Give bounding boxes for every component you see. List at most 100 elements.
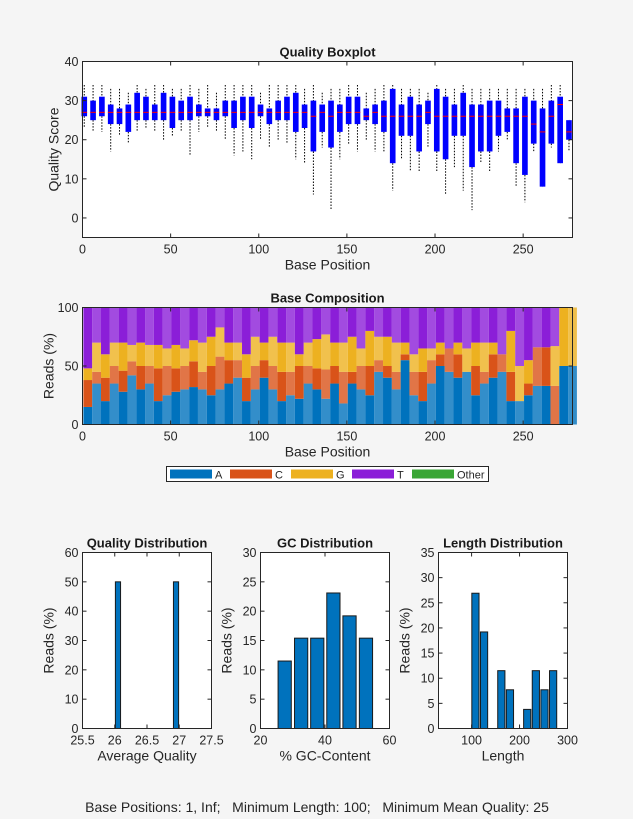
x-tick-label: 200 — [509, 734, 530, 748]
y-axis-label: Reads (%) — [397, 607, 413, 673]
bar-segment-t — [506, 307, 516, 331]
box — [566, 120, 572, 140]
bar-segment-t — [224, 307, 234, 343]
histogram-bar — [549, 670, 558, 730]
bar-segment-c — [418, 371, 428, 402]
legend-label-other: Other — [457, 470, 485, 482]
y-axis-label: Reads (%) — [219, 607, 235, 673]
bar-segment-c — [409, 371, 419, 396]
x-axis-label: % GC-Content — [279, 748, 370, 764]
bar-segment-a — [118, 391, 128, 425]
bar-segment-g — [321, 334, 331, 370]
bar-segment-c — [162, 366, 172, 396]
x-tick-label: 200 — [425, 430, 446, 444]
bar-segment-a — [321, 398, 331, 425]
bar-segment-t — [242, 307, 251, 355]
legend-swatch-c — [230, 469, 272, 479]
bar-segment-g — [153, 344, 163, 369]
y-tick-label: 30 — [65, 94, 79, 108]
bar-segment-g — [559, 307, 569, 366]
y-tick-label: 20 — [65, 133, 79, 147]
bar-segment-g — [250, 336, 260, 366]
box — [416, 104, 422, 152]
bar-segment-c — [197, 371, 207, 390]
bar-segment-g — [435, 342, 445, 355]
bar-segment-a — [462, 371, 472, 425]
bar-segment-g — [145, 344, 154, 366]
legend[interactable]: A C G T Other — [166, 466, 489, 482]
bar-segment-a — [162, 395, 172, 425]
bar-segment-c — [541, 347, 551, 386]
x-tick-label: 26 — [108, 734, 122, 748]
y-tick-label: 35 — [421, 546, 435, 560]
bar-segment-c — [479, 371, 489, 384]
bar-segment-a — [136, 389, 146, 425]
bar-segment-a — [233, 377, 243, 425]
box — [257, 104, 264, 117]
bar-segment-c — [312, 368, 322, 390]
y-tick-label: 40 — [65, 55, 79, 69]
box — [398, 104, 405, 136]
bar-segment-a — [453, 377, 463, 425]
bar-segment-c — [215, 356, 225, 390]
bar-segment-c — [92, 371, 102, 384]
bar-segment-a — [488, 377, 498, 425]
y-tick-label: 40 — [65, 605, 79, 619]
bar-segment-c — [347, 371, 357, 384]
bar-segment-c — [127, 361, 137, 376]
bar-segment-g — [83, 368, 93, 381]
x-tick-label: 26.5 — [135, 734, 159, 748]
y-tick-label: 0 — [72, 722, 79, 736]
bar-segment-t — [268, 307, 278, 337]
bar-segment-t — [541, 307, 551, 348]
y-tick-label: 20 — [65, 663, 79, 677]
y-tick-label: 50 — [65, 575, 79, 589]
length-distribution-axes: 100 200 300 0 5 10 15 20 25 30 35 Length Distributi… — [397, 536, 578, 764]
x-tick-label: 200 — [425, 243, 446, 257]
bar-segment-g — [162, 348, 172, 366]
bar-segment-a — [330, 383, 339, 425]
bar-segment-a — [427, 383, 436, 425]
bar-segment-c — [444, 348, 454, 372]
box — [222, 100, 229, 117]
bar-segment-t — [259, 307, 269, 343]
box — [442, 96, 449, 160]
histogram-bar — [310, 637, 325, 729]
y-tick-label: 10 — [421, 672, 435, 686]
bar-segment-a — [524, 395, 533, 425]
box — [486, 100, 493, 152]
bar-segment-g — [303, 342, 313, 366]
bar-segment-t — [312, 307, 322, 340]
bar-segment-c — [427, 360, 436, 384]
y-tick-label: 50 — [65, 360, 79, 374]
bar-segment-t — [356, 307, 366, 349]
box — [125, 104, 132, 132]
bar-segment-a — [418, 401, 428, 425]
bar-segment-a — [515, 401, 525, 425]
bar-segment-g — [197, 342, 207, 372]
box — [328, 100, 334, 148]
y-tick-label: 20 — [243, 605, 257, 619]
gc-distribution-axes: 20 40 60 0 5 10 15 20 25 30 GC Distribution % GC-Co… — [219, 536, 397, 764]
base-composition-axes: 0 50 100 150 200 250 0 50 100 Base Composition Bas… — [41, 291, 577, 460]
box — [134, 92, 140, 121]
bar-segment-c — [321, 369, 331, 399]
bar-segment-t — [550, 307, 560, 347]
x-tick-label: 27 — [172, 734, 186, 748]
x-tick-label: 250 — [513, 243, 534, 257]
bar-segment-c — [233, 360, 243, 378]
axes-frame — [82, 61, 573, 238]
histogram-bar — [326, 592, 341, 729]
x-tick-label: 100 — [461, 734, 482, 748]
bar-segment-c — [506, 371, 516, 402]
bar-segment-t — [215, 307, 225, 328]
bar-segment-c — [206, 366, 216, 396]
bar-segment-t — [479, 307, 489, 343]
footer-parameters: Base Positions: 1, Inf; Minimum Length: … — [85, 799, 549, 815]
bar-segment-a — [92, 383, 102, 425]
box — [266, 108, 273, 125]
bar-segment-g — [506, 330, 516, 372]
bar-segment-a — [497, 371, 507, 425]
bar-segment-c — [532, 347, 542, 386]
quality-distribution-axes: 25.5 26 26.5 27 27.5 0 10 20 30 40 50 60 Quality Dis… — [41, 536, 224, 764]
